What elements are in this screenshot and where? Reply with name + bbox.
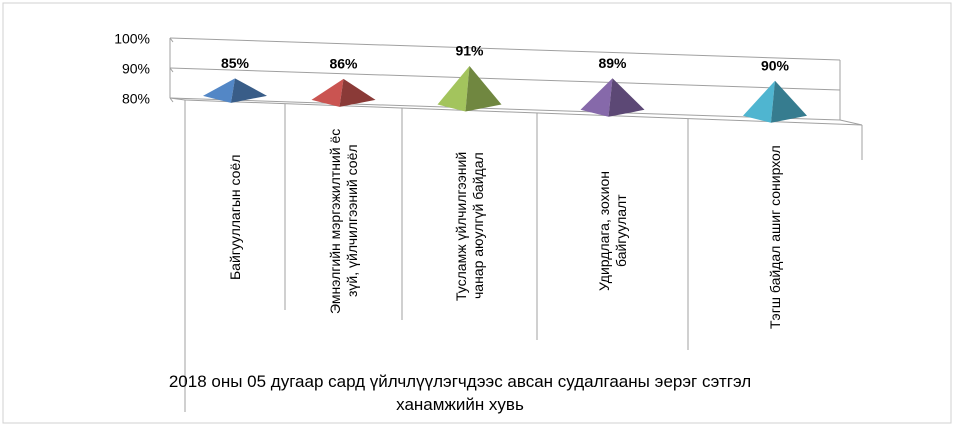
pyramid [743,80,807,123]
x-tick-label: Удирдлага, зохион байгуулалт [595,170,629,291]
grid-line [169,67,841,91]
pyramid-face [771,80,807,123]
value-label: 89% [598,55,627,71]
value-label: 91% [455,43,484,59]
y-tick-label: 90% [122,61,150,77]
pyramid-face [608,78,645,117]
pyramid-face [580,78,613,117]
pyramid-face [743,80,775,123]
pyramid [203,78,267,103]
pyramid-face [311,78,344,107]
pyramid-face [437,66,470,112]
pyramid [311,78,376,107]
floor-edge [169,97,186,101]
value-label: 85% [221,55,250,71]
y-tick-label: 80% [122,91,150,107]
x-tick-label: Байгууллагын соёл [226,154,243,280]
pyramid-face [339,78,376,107]
y-tick-label: 100% [114,31,150,47]
pyramid-face [231,78,267,103]
floor-edge [839,119,863,126]
grid-line [169,97,841,121]
value-label: 90% [761,57,790,73]
floor-edge [184,99,863,126]
tick-mark [169,97,174,103]
pyramid-face [203,78,235,103]
x-axis-label: 2018 оны 05 дугаар сард үйлчлүүлэгчдээс … [168,372,752,414]
value-label: 86% [329,56,358,72]
grid-line [169,37,841,61]
x-tick-label: Тэгш байдал ашиг сонирхол [766,144,783,329]
x-tick-label: Тусламж үйлчилгээний чанар аюулгүй байда… [452,150,486,301]
x-tick-label: Эмнэлгийн мэргэжилтний ёс зүй, үйлчилгээ… [326,128,360,314]
pyramid-face [465,66,502,112]
pyramid [580,78,645,117]
pyramid [437,66,502,112]
